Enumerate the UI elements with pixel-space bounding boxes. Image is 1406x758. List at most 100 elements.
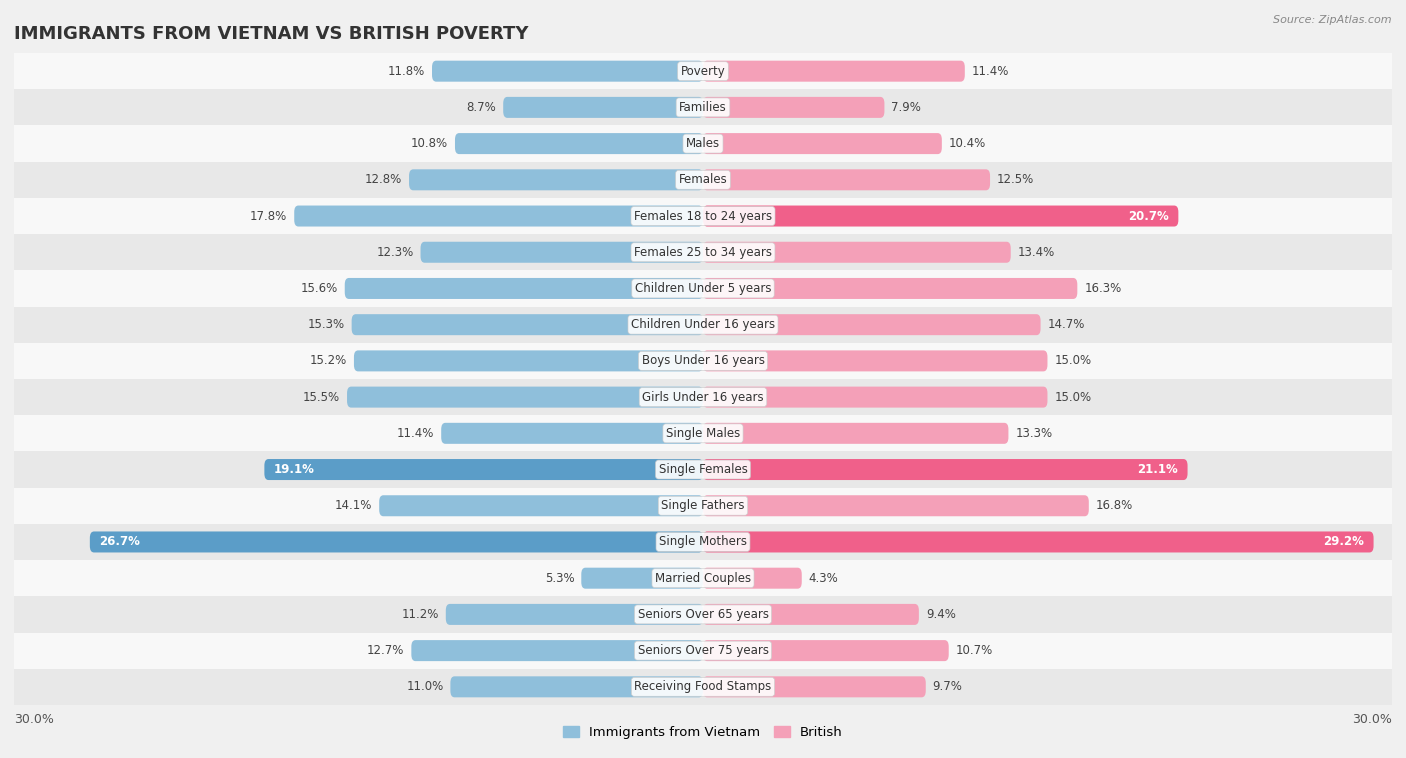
FancyBboxPatch shape — [420, 242, 703, 263]
Text: 11.2%: 11.2% — [402, 608, 439, 621]
Text: 30.0%: 30.0% — [1353, 713, 1392, 726]
Bar — [14, 161, 1392, 198]
Text: 12.7%: 12.7% — [367, 644, 405, 657]
Text: Source: ZipAtlas.com: Source: ZipAtlas.com — [1274, 15, 1392, 25]
FancyBboxPatch shape — [352, 314, 703, 335]
Text: 17.8%: 17.8% — [250, 209, 287, 223]
Text: 15.0%: 15.0% — [1054, 355, 1091, 368]
Text: 11.4%: 11.4% — [396, 427, 434, 440]
Text: 14.1%: 14.1% — [335, 500, 373, 512]
FancyBboxPatch shape — [344, 278, 703, 299]
FancyBboxPatch shape — [446, 604, 703, 625]
Text: Married Couples: Married Couples — [655, 572, 751, 584]
Text: Single Mothers: Single Mothers — [659, 535, 747, 549]
Text: Single Females: Single Females — [658, 463, 748, 476]
Text: 16.8%: 16.8% — [1095, 500, 1133, 512]
Text: 11.0%: 11.0% — [406, 681, 443, 694]
FancyBboxPatch shape — [450, 676, 703, 697]
FancyBboxPatch shape — [703, 387, 1047, 408]
Text: 15.2%: 15.2% — [309, 355, 347, 368]
Bar — [14, 234, 1392, 271]
Text: Girls Under 16 years: Girls Under 16 years — [643, 390, 763, 403]
Text: Seniors Over 75 years: Seniors Over 75 years — [637, 644, 769, 657]
FancyBboxPatch shape — [703, 350, 1047, 371]
FancyBboxPatch shape — [412, 640, 703, 661]
FancyBboxPatch shape — [456, 133, 703, 154]
FancyBboxPatch shape — [703, 531, 1374, 553]
Text: Children Under 16 years: Children Under 16 years — [631, 318, 775, 331]
FancyBboxPatch shape — [432, 61, 703, 82]
FancyBboxPatch shape — [503, 97, 703, 118]
Text: 20.7%: 20.7% — [1129, 209, 1170, 223]
FancyBboxPatch shape — [703, 568, 801, 589]
FancyBboxPatch shape — [264, 459, 703, 480]
Text: Boys Under 16 years: Boys Under 16 years — [641, 355, 765, 368]
Bar — [14, 415, 1392, 452]
FancyBboxPatch shape — [581, 568, 703, 589]
Text: 11.8%: 11.8% — [388, 64, 425, 77]
Bar — [14, 524, 1392, 560]
FancyBboxPatch shape — [703, 423, 1008, 444]
Text: Single Males: Single Males — [666, 427, 740, 440]
Text: 4.3%: 4.3% — [808, 572, 838, 584]
Text: Females 25 to 34 years: Females 25 to 34 years — [634, 246, 772, 258]
Text: 19.1%: 19.1% — [274, 463, 315, 476]
Text: 30.0%: 30.0% — [14, 713, 53, 726]
Bar — [14, 560, 1392, 597]
Bar — [14, 126, 1392, 161]
Text: Families: Families — [679, 101, 727, 114]
FancyBboxPatch shape — [703, 205, 1178, 227]
Bar — [14, 487, 1392, 524]
Text: 7.9%: 7.9% — [891, 101, 921, 114]
Text: Females: Females — [679, 174, 727, 186]
Text: 26.7%: 26.7% — [98, 535, 141, 549]
FancyBboxPatch shape — [703, 459, 1188, 480]
Legend: Immigrants from Vietnam, British: Immigrants from Vietnam, British — [558, 720, 848, 744]
Text: 15.3%: 15.3% — [308, 318, 344, 331]
Text: Females 18 to 24 years: Females 18 to 24 years — [634, 209, 772, 223]
Bar — [14, 452, 1392, 487]
Text: 15.6%: 15.6% — [301, 282, 337, 295]
Text: 29.2%: 29.2% — [1323, 535, 1364, 549]
Text: Poverty: Poverty — [681, 64, 725, 77]
FancyBboxPatch shape — [441, 423, 703, 444]
Text: 11.4%: 11.4% — [972, 64, 1010, 77]
FancyBboxPatch shape — [703, 604, 920, 625]
Text: 15.0%: 15.0% — [1054, 390, 1091, 403]
Bar — [14, 343, 1392, 379]
Bar — [14, 89, 1392, 126]
Text: 10.4%: 10.4% — [949, 137, 986, 150]
Text: 12.3%: 12.3% — [377, 246, 413, 258]
FancyBboxPatch shape — [703, 242, 1011, 263]
FancyBboxPatch shape — [703, 61, 965, 82]
Text: 10.7%: 10.7% — [956, 644, 993, 657]
FancyBboxPatch shape — [703, 640, 949, 661]
Text: 9.7%: 9.7% — [932, 681, 963, 694]
Bar — [14, 597, 1392, 632]
FancyBboxPatch shape — [703, 314, 1040, 335]
Text: Children Under 5 years: Children Under 5 years — [634, 282, 772, 295]
Text: Receiving Food Stamps: Receiving Food Stamps — [634, 681, 772, 694]
FancyBboxPatch shape — [380, 495, 703, 516]
Text: 15.5%: 15.5% — [304, 390, 340, 403]
FancyBboxPatch shape — [703, 495, 1088, 516]
Bar — [14, 53, 1392, 89]
FancyBboxPatch shape — [703, 169, 990, 190]
Text: 13.4%: 13.4% — [1018, 246, 1054, 258]
FancyBboxPatch shape — [703, 133, 942, 154]
Text: 13.3%: 13.3% — [1015, 427, 1053, 440]
FancyBboxPatch shape — [409, 169, 703, 190]
Text: 16.3%: 16.3% — [1084, 282, 1122, 295]
FancyBboxPatch shape — [347, 387, 703, 408]
Text: 21.1%: 21.1% — [1137, 463, 1178, 476]
Bar — [14, 669, 1392, 705]
Bar — [14, 379, 1392, 415]
Text: Single Fathers: Single Fathers — [661, 500, 745, 512]
FancyBboxPatch shape — [703, 97, 884, 118]
Text: 12.5%: 12.5% — [997, 174, 1035, 186]
Bar — [14, 632, 1392, 669]
Text: 10.8%: 10.8% — [411, 137, 449, 150]
Text: 14.7%: 14.7% — [1047, 318, 1085, 331]
Bar — [14, 306, 1392, 343]
Bar — [14, 198, 1392, 234]
